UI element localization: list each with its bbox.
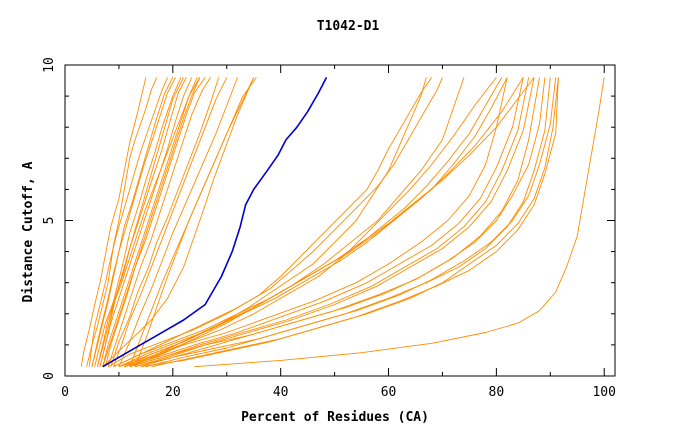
series-line-20 [102,77,255,368]
series-line-10 [104,77,206,367]
x-tick-label: 0 [61,385,69,400]
series-line-36 [140,77,559,368]
series-line-2 [86,77,168,367]
ticks-layer [64,64,615,377]
y-tick-label: 10 [42,57,57,73]
series-line-3 [80,77,147,367]
x-axis-label: Percent of Residues (CA) [241,410,429,425]
series-line-27 [118,77,508,368]
series-line-15 [118,77,238,367]
series-line-6 [96,77,187,367]
series-line-1 [88,77,158,367]
series-line-4 [91,77,174,367]
series-line-28 [124,77,524,368]
series-line-30 [134,77,535,368]
x-tick-label: 80 [489,385,505,400]
series-line-5 [94,77,182,367]
series-line-26 [129,77,465,368]
x-tick-label: 40 [273,385,289,400]
series-line-25 [124,77,497,368]
series-layer [80,77,605,368]
y-tick-label: 5 [42,217,57,225]
y-axis-label: Distance Cutoff, A [21,161,36,302]
chart-title: T1042-D1 [317,19,380,34]
plot-frame [64,64,616,377]
series-line-37 [124,77,508,368]
series-line-12 [91,77,176,367]
x-tick-label: 100 [592,385,615,400]
x-tick-label: 20 [165,385,181,400]
series-line-23 [113,77,443,368]
x-tick-label: 60 [381,385,397,400]
series-line-7 [99,77,193,367]
series-line-38 [118,77,524,368]
axes-layer [64,64,616,377]
series-line-13 [113,77,228,367]
series-line-34 [134,77,551,368]
series-line-29 [129,77,530,368]
series-line-19 [102,77,201,367]
series-line-9 [96,77,201,367]
series-line-highlight [102,77,328,368]
series-line-8 [102,77,198,367]
series-line-41 [194,77,605,368]
series-line-35 [151,77,559,368]
tick-label-layer: 0 20 40 60 80 100 0 5 10 [42,57,616,400]
series-line-11 [107,77,211,367]
series-line-17 [134,77,257,367]
series-line-32 [129,77,546,368]
series-line-40 [129,77,503,368]
series-line-31 [140,77,540,368]
series-line-14 [110,77,220,367]
series-line-18 [99,77,185,367]
y-tick-label: 0 [42,372,57,380]
